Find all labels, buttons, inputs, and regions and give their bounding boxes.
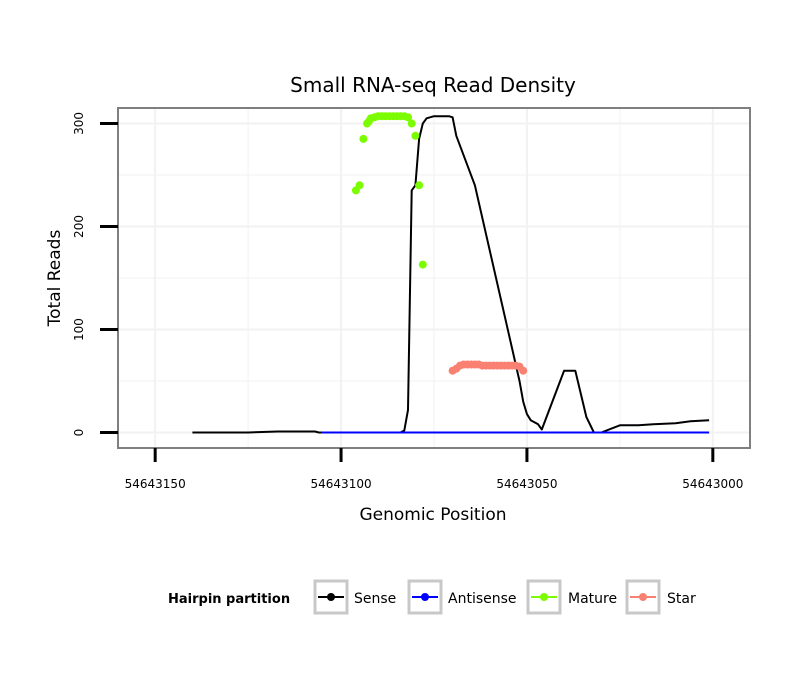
legend-point-antisense [421,593,429,601]
x-axis-title: Genomic Position [359,505,506,525]
x-axis: 54643150 54643100 54643050 54643000 [125,448,743,491]
y-tick-label-0: 0 [72,429,86,437]
point-star-19 [519,366,528,375]
point-mature-18 [415,181,424,190]
legend-title: Hairpin partition [168,592,290,607]
grid-lines [119,109,749,447]
legend-point-mature [540,593,548,601]
legend-point-star [639,593,647,601]
legend-label-antisense: Antisense [448,591,517,607]
legend-label-sense: Sense [354,591,396,607]
y-tick-label-3: 300 [72,112,86,135]
point-mature-17 [411,131,420,140]
y-tick-label-1: 100 [72,318,86,341]
legend-label-mature: Mature [568,591,617,607]
chart-title: Small RNA-seq Read Density [290,73,576,97]
y-axis: 0 100 200 300 [72,112,118,436]
series-markers [351,112,528,375]
point-mature-19 [418,260,427,269]
legend-point-sense [327,593,335,601]
x-tick-label-3: 54643000 [682,477,743,491]
legend-label-star: Star [667,591,696,607]
x-tick-label-0: 54643150 [125,477,186,491]
x-tick-label-1: 54643100 [311,477,372,491]
point-mature-16 [407,119,416,128]
point-mature-1 [355,181,364,190]
y-tick-label-2: 200 [72,215,86,238]
y-axis-title: Total Reads [45,230,65,328]
legend: Hairpin partition Sense Antisense Mature St… [168,579,696,615]
point-mature-2 [359,134,368,143]
series-lines [192,115,710,434]
point-mature-15 [404,113,412,122]
x-tick-label-2: 54643050 [496,477,557,491]
